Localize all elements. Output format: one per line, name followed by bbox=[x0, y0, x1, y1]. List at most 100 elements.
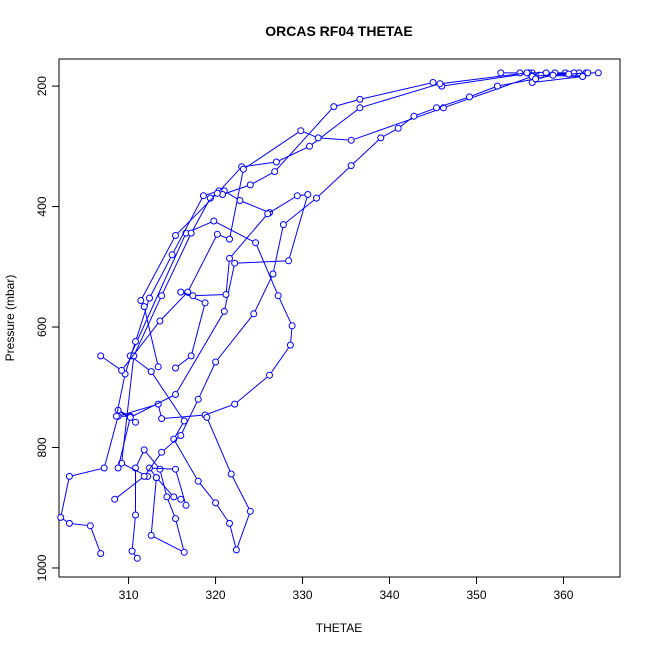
data-point bbox=[158, 292, 166, 300]
plot-frame bbox=[58, 58, 621, 578]
data-point bbox=[137, 297, 145, 304]
series-10 bbox=[111, 69, 592, 503]
data-point bbox=[57, 513, 65, 521]
x-tick-label: 330 bbox=[293, 588, 313, 602]
data-point bbox=[231, 400, 239, 408]
data-point bbox=[239, 165, 247, 173]
data-point bbox=[250, 310, 258, 318]
data-point bbox=[65, 519, 73, 527]
y-tick-label: 200 bbox=[35, 76, 49, 96]
data-point bbox=[466, 93, 473, 101]
series-7 bbox=[137, 69, 587, 371]
y-tick-label: 600 bbox=[35, 317, 49, 337]
data-point bbox=[497, 69, 505, 77]
data-point bbox=[222, 291, 230, 298]
data-point bbox=[172, 232, 179, 239]
x-axis: 310 320 330 340 350 360 bbox=[119, 577, 574, 602]
data-point bbox=[177, 495, 185, 503]
data-point bbox=[594, 69, 602, 77]
data-point bbox=[286, 341, 294, 349]
data-point bbox=[172, 391, 179, 398]
data-point bbox=[177, 288, 185, 296]
data-point bbox=[377, 134, 385, 142]
data-point bbox=[347, 162, 355, 170]
data-point bbox=[126, 413, 134, 421]
data-point bbox=[297, 127, 305, 135]
data-point bbox=[140, 303, 148, 311]
data-point bbox=[140, 446, 148, 454]
data-point bbox=[266, 371, 273, 379]
data-point bbox=[97, 352, 105, 360]
data-point bbox=[220, 307, 228, 315]
series-line bbox=[117, 193, 309, 469]
series-8 bbox=[97, 69, 578, 374]
y-axis: 200 400 600 800 1000 bbox=[35, 76, 59, 581]
data-point bbox=[132, 338, 139, 345]
data-point bbox=[493, 82, 501, 90]
series-line bbox=[60, 409, 136, 554]
data-point bbox=[264, 210, 272, 218]
data-point bbox=[212, 358, 220, 366]
data-point bbox=[194, 395, 202, 403]
data-point bbox=[201, 299, 209, 307]
data-point bbox=[206, 194, 214, 202]
data-point bbox=[86, 522, 94, 530]
data-point bbox=[252, 239, 260, 247]
x-tick-label: 310 bbox=[119, 588, 139, 602]
data-point bbox=[168, 251, 176, 259]
data-point bbox=[112, 412, 120, 420]
data-point bbox=[584, 69, 592, 77]
data-point bbox=[394, 124, 402, 132]
data-point bbox=[146, 294, 153, 302]
data-point bbox=[128, 547, 136, 555]
series-9 bbox=[114, 191, 312, 472]
data-point bbox=[271, 168, 279, 176]
data-point bbox=[187, 352, 195, 360]
data-point bbox=[330, 103, 338, 111]
data-point bbox=[133, 554, 141, 562]
series-1 bbox=[57, 406, 139, 557]
data-point bbox=[410, 112, 418, 120]
data-point bbox=[132, 511, 139, 519]
data-point bbox=[194, 477, 202, 485]
data-point bbox=[180, 417, 188, 425]
data-point bbox=[429, 79, 437, 86]
data-point bbox=[433, 104, 440, 112]
x-tick-label: 350 bbox=[466, 588, 486, 602]
x-tick-label: 360 bbox=[553, 588, 573, 602]
data-point bbox=[163, 493, 171, 501]
data-point bbox=[156, 317, 164, 325]
data-point bbox=[114, 464, 122, 472]
y-tick-label: 1000 bbox=[35, 554, 49, 581]
series-5 bbox=[146, 464, 190, 509]
y-axis-label: Pressure (mbar) bbox=[3, 275, 17, 362]
data-point bbox=[246, 181, 254, 189]
data-point bbox=[213, 189, 221, 197]
series-4 bbox=[118, 187, 273, 480]
data-point bbox=[231, 259, 239, 267]
data-point bbox=[532, 75, 540, 83]
series-group bbox=[57, 69, 602, 562]
data-point bbox=[246, 507, 254, 515]
data-point bbox=[177, 432, 185, 439]
data-point bbox=[189, 292, 197, 300]
data-point bbox=[549, 71, 557, 79]
y-tick-label: 800 bbox=[35, 437, 49, 457]
data-point bbox=[314, 134, 322, 142]
data-point bbox=[158, 415, 166, 423]
data-point bbox=[269, 270, 277, 278]
data-point bbox=[293, 192, 301, 200]
data-point bbox=[172, 515, 179, 523]
series-line bbox=[140, 72, 583, 367]
data-point bbox=[187, 229, 195, 237]
data-point bbox=[156, 465, 164, 473]
data-point bbox=[65, 472, 73, 480]
data-point bbox=[118, 366, 126, 374]
data-point bbox=[140, 472, 148, 480]
data-point bbox=[212, 499, 220, 507]
data-point bbox=[356, 95, 364, 103]
data-point bbox=[97, 550, 105, 557]
data-point bbox=[203, 413, 211, 421]
data-point bbox=[313, 194, 320, 202]
